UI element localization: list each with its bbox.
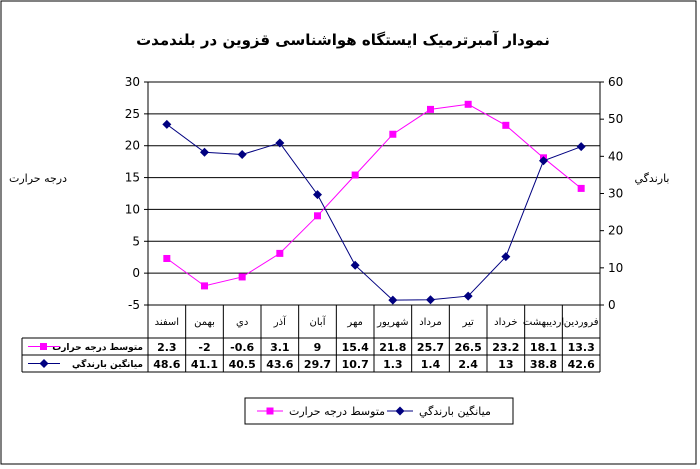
category-label: بهمن xyxy=(194,317,215,328)
y-left-tick-label: -5 xyxy=(128,298,140,312)
legend: متوسط درجه حرارت ميانگين بارندگي xyxy=(244,397,514,425)
y-right-tick-label: 40 xyxy=(608,149,623,163)
category-label: دي xyxy=(236,317,248,328)
table-series-key-marker xyxy=(39,359,49,368)
table-cell-value: 2.4 xyxy=(458,358,478,371)
legend-entry-label: ميانگين بارندگي xyxy=(419,405,491,418)
plot-area: -5 0 5 10 15 20 25 30 0 10 20 30 40 50 60 xyxy=(125,75,624,312)
data-point xyxy=(200,147,209,157)
table-cell-value: -2 xyxy=(198,341,210,354)
table-cell-value: 38.8 xyxy=(530,358,557,371)
data-point xyxy=(314,212,321,220)
category-label: اسفند xyxy=(155,317,179,328)
data-point xyxy=(163,254,171,262)
chart-title: نمودار آمبرترمیک ایستگاه هواشناسی قزوین … xyxy=(136,31,550,49)
legend-entry-label: متوسط درجه حرارت xyxy=(289,405,385,418)
data-point xyxy=(388,295,398,305)
y-right-tick-label: 50 xyxy=(608,112,623,126)
table-cell-value: 26.5 xyxy=(455,341,482,354)
category-label: تير xyxy=(462,317,475,328)
table-cell-value: 15.4 xyxy=(342,341,369,354)
table-cell-value: 2.3 xyxy=(157,341,177,354)
y-left-tick-label: 25 xyxy=(125,107,140,121)
table-cell-value: 13 xyxy=(498,358,513,371)
data-point xyxy=(313,190,322,200)
y-left-tick-label: 10 xyxy=(125,202,140,216)
table-cell-value: 25.7 xyxy=(417,341,444,354)
table-cell-value: 23.2 xyxy=(492,341,519,354)
y-left-tick-label: 20 xyxy=(125,139,140,153)
table-cell-value: 21.8 xyxy=(379,341,406,354)
table-series-key-marker xyxy=(40,343,47,350)
data-point xyxy=(576,142,586,152)
y-left-tick-label: 0 xyxy=(132,266,140,280)
table-cell-value: 18.1 xyxy=(530,341,557,354)
data-point xyxy=(201,282,208,290)
table-series-name: متوسط درجه حرارت xyxy=(52,343,143,353)
legend-key-marker xyxy=(395,406,405,416)
table-cell-value: 42.6 xyxy=(568,358,595,371)
category-label: مهر xyxy=(346,317,362,328)
data-point xyxy=(162,119,172,129)
category-label: آبان xyxy=(310,315,327,328)
table-cell-value: -0.6 xyxy=(230,341,254,354)
data-point xyxy=(463,291,473,301)
category-label: شهريور xyxy=(376,317,408,328)
table-series-name: ميانگين بارندگي xyxy=(72,358,143,370)
y-left-tick-label: 15 xyxy=(125,171,140,185)
table-cell-value: 3.1 xyxy=(270,341,290,354)
table-cell-value: 1.4 xyxy=(421,358,441,371)
table-cell-value: 29.7 xyxy=(304,358,331,371)
data-point xyxy=(237,149,247,159)
legend-box xyxy=(244,397,514,425)
data-point xyxy=(350,260,360,270)
y-right-tick-label: 20 xyxy=(608,224,623,238)
data-point xyxy=(351,171,359,179)
y-right-tick-label: 10 xyxy=(608,261,623,275)
y-right-tick-label: 60 xyxy=(608,75,623,89)
data-point xyxy=(276,249,284,257)
data-point xyxy=(389,130,397,138)
table-cell-value: 40.5 xyxy=(229,358,256,371)
table-cell-value: 9 xyxy=(314,341,322,354)
y-right-tick-label: 0 xyxy=(608,298,616,312)
y-left-tick-label: 30 xyxy=(125,75,140,89)
y-right-tick-label: 30 xyxy=(608,187,623,201)
data-point xyxy=(464,100,472,108)
data-point xyxy=(427,105,434,113)
y-axis-left-label: درجه حرارت xyxy=(9,172,67,185)
legend-key-marker xyxy=(266,407,274,415)
table-cell-value: 48.6 xyxy=(153,358,180,371)
table-cell-value: 13.3 xyxy=(568,341,595,354)
data-point xyxy=(275,138,285,148)
data-point xyxy=(238,273,246,281)
data-point xyxy=(539,156,548,166)
table-cell-value: 43.6 xyxy=(266,358,293,371)
category-label: خرداد xyxy=(494,317,517,328)
category-label: ارديبهشت xyxy=(523,317,564,328)
category-label: فروردين xyxy=(564,317,599,328)
series-line xyxy=(166,103,582,287)
y-left-tick-label: 5 xyxy=(132,234,140,248)
data-point xyxy=(426,295,435,305)
data-point xyxy=(501,252,511,262)
category-label: مرداد xyxy=(419,317,442,328)
table-cell-value: 41.1 xyxy=(191,358,218,371)
category-label: آذر xyxy=(273,315,287,328)
data-point xyxy=(502,121,510,129)
series-line xyxy=(166,123,582,301)
table-cell-value: 10.7 xyxy=(342,358,369,371)
table-cell-value: 1.3 xyxy=(383,358,403,371)
y-axis-right-label: بارندگي xyxy=(635,172,670,185)
data-point xyxy=(577,184,585,192)
